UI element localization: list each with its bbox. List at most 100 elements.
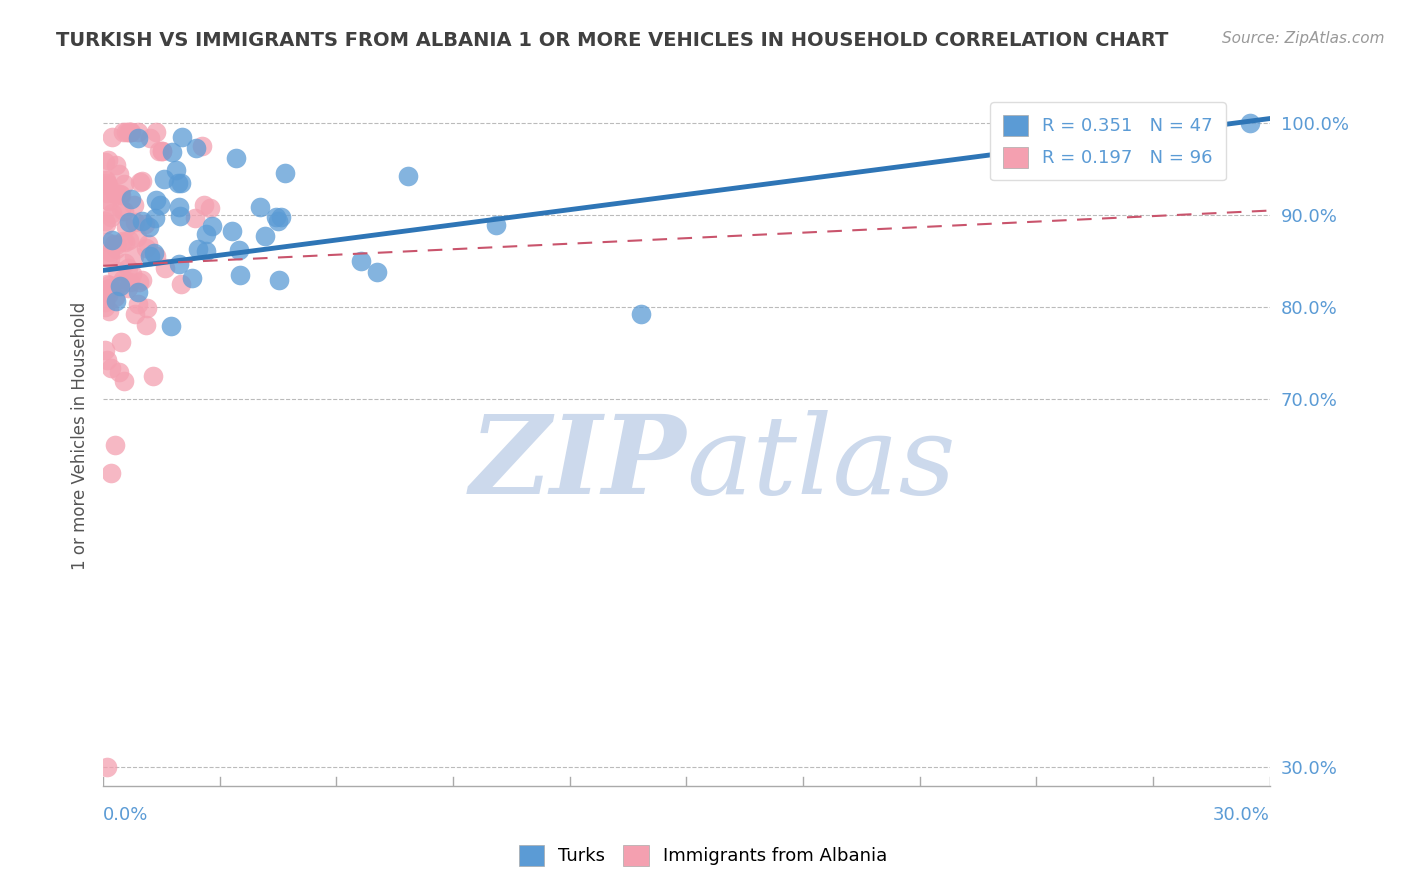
Point bbox=[94, 217, 117, 231]
Point bbox=[94, 173, 117, 187]
Point bbox=[101, 129, 124, 144]
Point bbox=[125, 229, 148, 244]
Point bbox=[97, 178, 120, 193]
Point bbox=[124, 215, 146, 229]
Point bbox=[193, 198, 215, 212]
Point bbox=[229, 268, 252, 282]
Point bbox=[143, 246, 166, 260]
Point bbox=[274, 165, 297, 179]
Point bbox=[128, 275, 150, 289]
Point bbox=[145, 249, 167, 263]
Point bbox=[104, 242, 127, 256]
Point bbox=[127, 285, 149, 299]
Point bbox=[115, 125, 138, 139]
Point bbox=[94, 294, 117, 309]
Point bbox=[110, 334, 132, 349]
Text: 0.0%: 0.0% bbox=[103, 805, 149, 824]
Point bbox=[135, 241, 157, 255]
Point bbox=[100, 466, 122, 480]
Point bbox=[97, 153, 120, 167]
Point bbox=[187, 242, 209, 256]
Point bbox=[100, 233, 122, 247]
Point bbox=[105, 238, 128, 252]
Point bbox=[366, 264, 388, 278]
Text: atlas: atlas bbox=[686, 410, 956, 517]
Point bbox=[108, 279, 131, 293]
Point bbox=[160, 318, 183, 333]
Point bbox=[110, 188, 132, 202]
Point bbox=[153, 172, 176, 186]
Point bbox=[150, 145, 173, 159]
Point bbox=[350, 254, 373, 268]
Point bbox=[136, 236, 159, 251]
Point bbox=[138, 220, 160, 235]
Point bbox=[221, 224, 243, 238]
Point bbox=[96, 186, 118, 200]
Point bbox=[160, 145, 183, 159]
Point bbox=[254, 228, 277, 243]
Point bbox=[145, 193, 167, 207]
Point bbox=[96, 285, 118, 300]
Point bbox=[143, 211, 166, 225]
Point bbox=[94, 300, 117, 314]
Point bbox=[165, 162, 187, 177]
Point bbox=[131, 174, 153, 188]
Point bbox=[101, 206, 124, 220]
Point bbox=[167, 176, 190, 190]
Point bbox=[135, 301, 157, 316]
Point bbox=[104, 289, 127, 303]
Point bbox=[112, 177, 135, 191]
Point bbox=[131, 273, 153, 287]
Point bbox=[105, 186, 128, 201]
Point bbox=[107, 365, 129, 379]
Point bbox=[97, 304, 120, 318]
Point bbox=[94, 214, 117, 228]
Point bbox=[169, 177, 191, 191]
Point bbox=[111, 235, 134, 249]
Point bbox=[104, 186, 127, 201]
Point bbox=[139, 249, 162, 263]
Legend: R = 0.351   N = 47, R = 0.197   N = 96: R = 0.351 N = 47, R = 0.197 N = 96 bbox=[990, 103, 1226, 180]
Point bbox=[184, 211, 207, 226]
Point bbox=[145, 125, 167, 139]
Point bbox=[127, 297, 149, 311]
Point bbox=[396, 169, 419, 183]
Point bbox=[96, 193, 118, 207]
Point bbox=[150, 144, 173, 158]
Point bbox=[97, 194, 120, 209]
Point bbox=[169, 209, 191, 223]
Point bbox=[104, 438, 127, 452]
Point bbox=[249, 201, 271, 215]
Point bbox=[96, 235, 118, 249]
Point bbox=[114, 235, 136, 249]
Point bbox=[100, 210, 122, 224]
Point bbox=[117, 260, 139, 275]
Point bbox=[134, 217, 156, 231]
Point bbox=[112, 374, 135, 388]
Point bbox=[170, 277, 193, 291]
Point bbox=[96, 283, 118, 297]
Point bbox=[94, 176, 117, 190]
Point bbox=[1239, 116, 1261, 130]
Point bbox=[112, 203, 135, 218]
Point bbox=[110, 202, 132, 217]
Point bbox=[94, 343, 117, 357]
Point bbox=[100, 360, 122, 375]
Point bbox=[96, 760, 118, 774]
Point bbox=[485, 218, 508, 232]
Point bbox=[98, 280, 121, 294]
Point bbox=[97, 287, 120, 301]
Point bbox=[138, 131, 160, 145]
Point bbox=[201, 219, 224, 234]
Point bbox=[149, 198, 172, 212]
Point bbox=[127, 125, 149, 139]
Point bbox=[167, 257, 190, 271]
Point bbox=[135, 318, 157, 333]
Point bbox=[190, 138, 212, 153]
Point bbox=[264, 210, 287, 224]
Point bbox=[118, 215, 141, 229]
Point bbox=[142, 369, 165, 384]
Point bbox=[96, 277, 118, 292]
Point bbox=[170, 130, 193, 145]
Point bbox=[115, 220, 138, 235]
